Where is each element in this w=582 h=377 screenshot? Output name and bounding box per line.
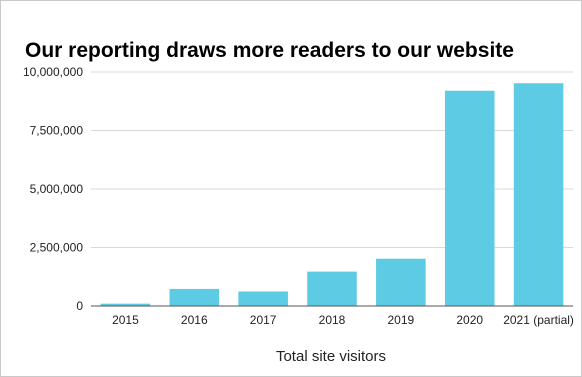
y-tick-label: 5,000,000	[30, 182, 84, 196]
bar	[238, 291, 288, 306]
chart-title: Our reporting draws more readers to our …	[25, 39, 514, 62]
bar	[100, 303, 151, 306]
y-tick-label: 2,500,000	[30, 241, 84, 255]
bar	[376, 258, 426, 306]
x-tick-label: 2019	[388, 313, 415, 327]
bar	[169, 288, 220, 306]
bar	[307, 271, 357, 306]
x-tick-label: 2018	[319, 313, 346, 327]
y-tick-label: 10,000,000	[23, 65, 83, 79]
bars	[100, 83, 564, 307]
y-axis-ticks: 0 2,500,000 5,000,000 7,500,000 10,000,000	[23, 65, 83, 313]
x-axis-label: Total site visitors	[276, 348, 386, 365]
x-tick-label: 2021 (partial)	[503, 313, 574, 327]
x-tick-label: 2020	[456, 313, 483, 327]
bar	[513, 83, 564, 307]
gridlines	[91, 71, 573, 248]
bar	[444, 90, 495, 306]
y-tick-label: 0	[76, 299, 83, 313]
x-tick-label: 2017	[250, 313, 277, 327]
x-tick-label: 2016	[181, 313, 208, 327]
x-axis-ticks: 2015 2016 2017 2018 2019 2020 2021 (partial)	[112, 313, 574, 327]
y-tick-label: 7,500,000	[30, 124, 84, 138]
x-tick-label: 2015	[112, 313, 139, 327]
